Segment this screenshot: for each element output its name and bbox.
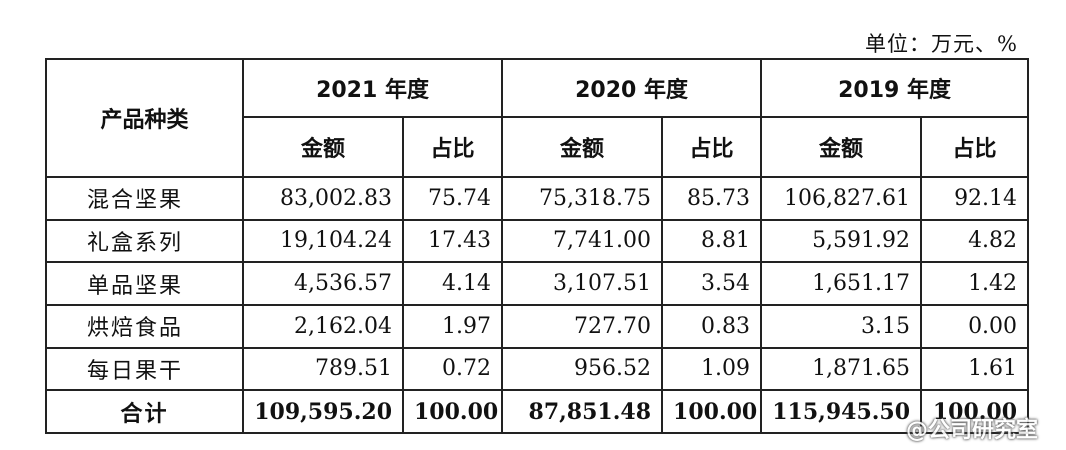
table-cell: 4.82 (920, 218, 1030, 264)
table-cell: 17.43 (401, 218, 504, 264)
table-cell: 75.74 (401, 175, 504, 221)
header-year-2021: 2021 年度 (241, 58, 504, 118)
header-year-2019: 2019 年度 (760, 58, 1030, 118)
table-cell: 956.52 (501, 346, 664, 392)
total-cell: 87,851.48 (501, 389, 664, 434)
table-cell: 1.97 (401, 303, 504, 349)
unit-label: 单位：万元、% (865, 32, 1018, 56)
table-row: 单品坚果 4,536.57 4.14 3,107.51 3.54 1,651.17 1.42 (45, 261, 1030, 306)
table-cell: 3,107.51 (501, 261, 664, 306)
table-row: 每日果干 789.51 0.72 956.52 1.09 1,871.65 1.61 (45, 346, 1030, 392)
table-cell: 19,104.24 (242, 218, 404, 264)
table-cell: 8.81 (661, 218, 763, 264)
table-cell: 4,536.57 (242, 261, 404, 306)
table-cell: 0.83 (661, 303, 763, 349)
table-cell: 727.70 (501, 303, 664, 349)
row-label: 混合坚果 (45, 175, 244, 221)
header-ratio: 占比 (661, 115, 763, 178)
table-cell: 0.00 (920, 303, 1030, 349)
table-cell: 1.61 (920, 346, 1030, 392)
header-category: 产品种类 (45, 58, 244, 178)
table-cell: 2,162.04 (242, 303, 404, 349)
table-cell: 85.73 (661, 175, 763, 221)
table-cell: 92.14 (920, 175, 1030, 221)
table-cell: 83,002.83 (242, 175, 404, 221)
product-revenue-table: 产品种类 2021 年度 2020 年度 2019 年度 金额 占比 金额 占比… (45, 58, 1030, 434)
row-label: 烘焙食品 (45, 303, 244, 349)
header-ratio: 占比 (920, 115, 1030, 178)
header-amount: 金额 (760, 115, 923, 178)
table-cell: 0.72 (401, 346, 504, 392)
total-row: 合计 109,595.20 100.00 87,851.48 100.00 11… (45, 389, 1030, 434)
table-cell: 5,591.92 (760, 218, 923, 264)
header-amount: 金额 (242, 115, 404, 178)
row-label: 每日果干 (45, 346, 244, 392)
total-cell: 115,945.50 (760, 389, 923, 434)
table-cell: 1.09 (661, 346, 763, 392)
total-label: 合计 (45, 389, 244, 434)
row-label: 礼盒系列 (45, 218, 244, 264)
header-year-2020: 2020 年度 (501, 58, 763, 118)
total-cell: 100.00 (661, 389, 763, 434)
table-row: 混合坚果 83,002.83 75.74 75,318.75 85.73 106,827.… (45, 175, 1030, 221)
row-label: 单品坚果 (45, 261, 244, 306)
table-cell: 789.51 (242, 346, 404, 392)
watermark-text: @公司研究室 (905, 418, 1038, 443)
total-cell: 109,595.20 (242, 389, 404, 434)
header-ratio: 占比 (401, 115, 504, 178)
total-cell: 100.00 (920, 389, 1030, 434)
table-cell: 3.15 (760, 303, 923, 349)
table-cell: 3.54 (661, 261, 763, 306)
total-cell: 100.00 (401, 389, 504, 434)
table-row: 礼盒系列 19,104.24 17.43 7,741.00 8.81 5,591.92 4.… (45, 218, 1030, 264)
table-cell: 4.14 (401, 261, 504, 306)
table-cell: 1,871.65 (760, 346, 923, 392)
table-cell: 75,318.75 (501, 175, 664, 221)
header-amount: 金额 (501, 115, 664, 178)
table-row: 烘焙食品 2,162.04 1.97 727.70 0.83 3.15 0.00 (45, 303, 1030, 349)
table-cell: 7,741.00 (501, 218, 664, 264)
table-cell: 1,651.17 (760, 261, 923, 306)
table-cell: 106,827.61 (760, 175, 923, 221)
table-cell: 1.42 (920, 261, 1030, 306)
